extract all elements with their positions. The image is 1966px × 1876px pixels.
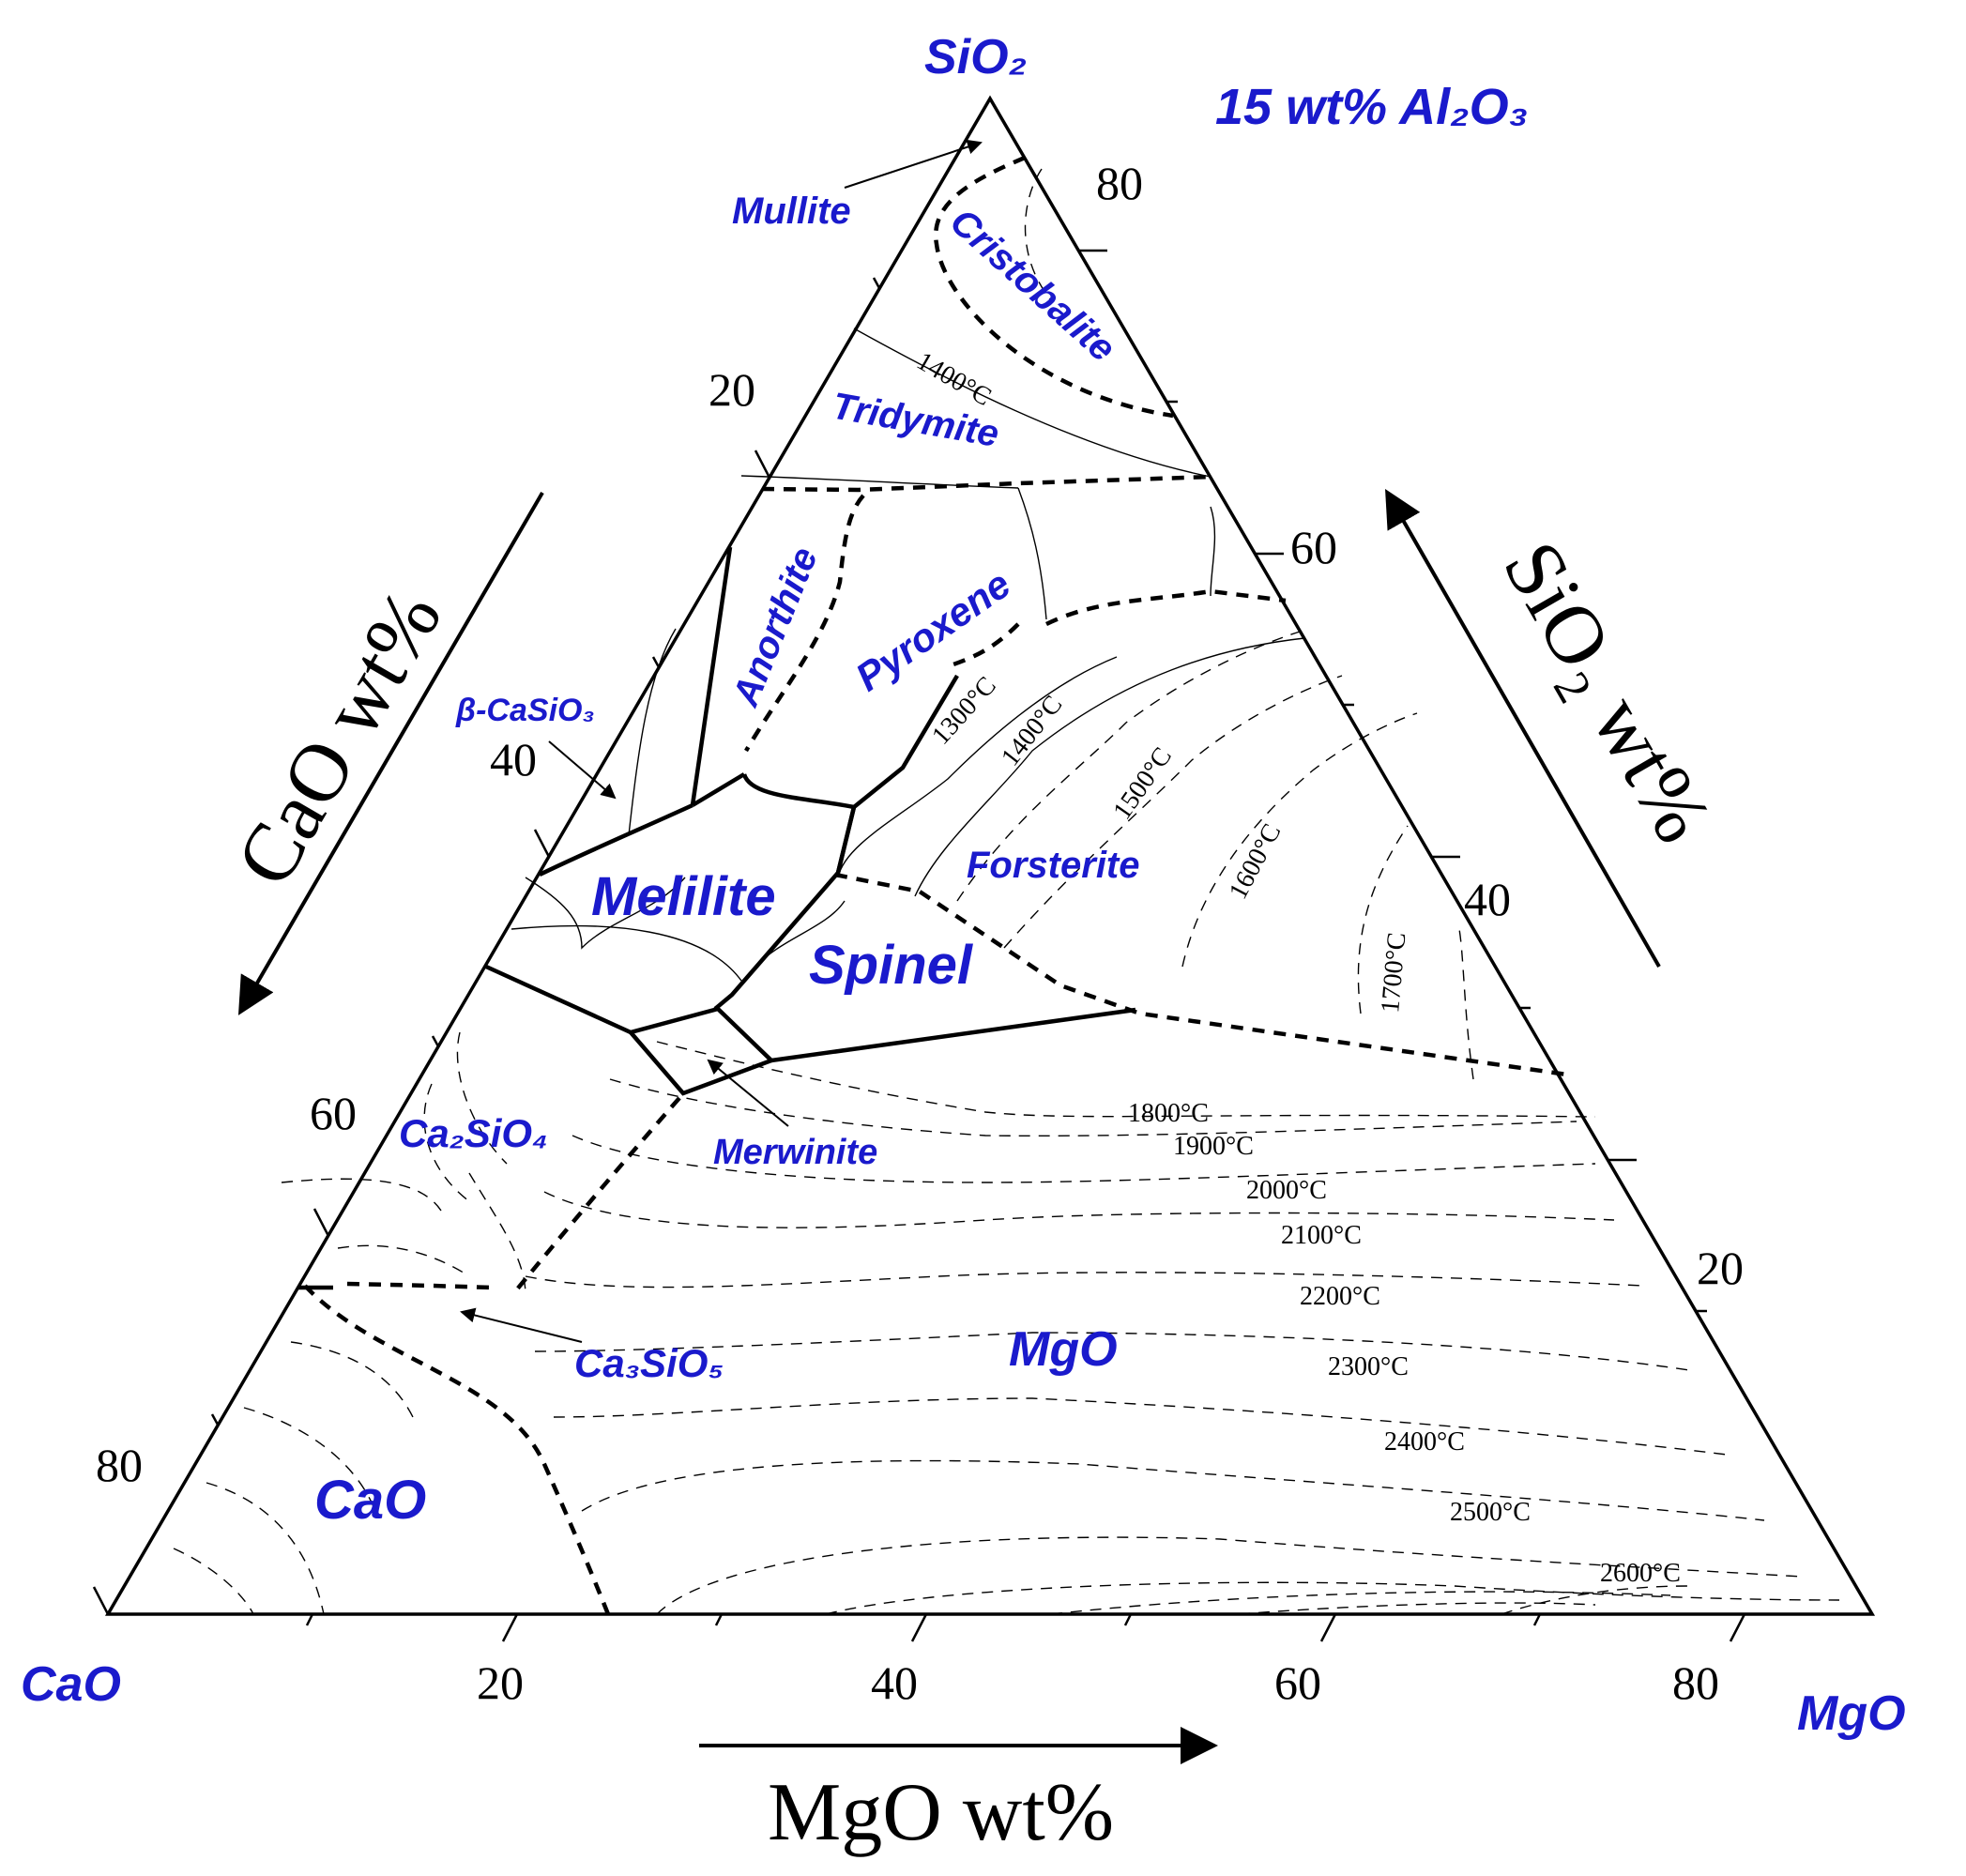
mgo-tick-60: 60 bbox=[1274, 1656, 1321, 1709]
isotherm-label-2600: 2600°C bbox=[1600, 1559, 1681, 1588]
phase-label-cristobalite: Cristobalite bbox=[942, 201, 1123, 370]
isotherm-label-2200: 2200°C bbox=[1300, 1282, 1380, 1311]
isotherm-label-1800: 1800°C bbox=[1128, 1099, 1209, 1128]
isotherm-label-1900: 1900°C bbox=[1173, 1132, 1254, 1161]
phase-label-mullite: Mullite bbox=[732, 191, 851, 232]
vertex-cao: CaO bbox=[21, 1657, 121, 1712]
cao-axis-ticks bbox=[92, 277, 881, 1615]
cao-tick-80: 80 bbox=[96, 1439, 143, 1491]
mgo-axis-ticks bbox=[305, 1613, 1746, 1642]
phase-label-ca3sio5: Ca₃SiO₅ bbox=[574, 1341, 724, 1385]
vertex-sio2: SiO₂ bbox=[924, 30, 1027, 84]
mgo-tick-20: 20 bbox=[477, 1656, 524, 1709]
phase-label-ca2sio4: Ca₂SiO₄ bbox=[399, 1111, 548, 1155]
vertex-mgo: MgO bbox=[1797, 1686, 1906, 1741]
cao-axis-title: CaO wt% bbox=[219, 575, 459, 901]
phase-label-forsterite: Forsterite bbox=[967, 845, 1140, 886]
boundary-thin bbox=[511, 328, 1305, 982]
isotherm-label-1500: 1500°C bbox=[1107, 742, 1178, 825]
mgo-tick-40: 40 bbox=[871, 1656, 918, 1709]
cao-tick-40: 40 bbox=[490, 733, 537, 785]
cao-axis-arrow bbox=[237, 491, 544, 1015]
isotherm-label-2300: 2300°C bbox=[1328, 1352, 1409, 1381]
isotherm-label-2500: 2500°C bbox=[1450, 1498, 1531, 1527]
phase-label-pyroxene: Pyroxene bbox=[847, 561, 1018, 699]
phase-label-merwinite: Merwinite bbox=[713, 1133, 877, 1172]
boundary-solid-bold bbox=[298, 546, 1136, 1290]
phase-label-melilite: Melilite bbox=[591, 866, 776, 927]
isotherm-dashed bbox=[173, 168, 1840, 1615]
isotherm-label-2000: 2000°C bbox=[1246, 1176, 1327, 1205]
phase-label-anorthite: Anorthite bbox=[724, 541, 826, 712]
sio2-tick-80: 80 bbox=[1096, 157, 1143, 209]
sio2-tick-40: 40 bbox=[1464, 873, 1511, 925]
isotherm-label-1700: 1700°C bbox=[1376, 931, 1411, 1014]
sio2-axis-title: SiO₂ wt% bbox=[1486, 527, 1729, 858]
phase-label-mgo: MgO bbox=[1009, 1322, 1118, 1377]
phase-label-beta-casio3: β-CaSiO₃ bbox=[455, 693, 595, 728]
sio2-tick-60: 60 bbox=[1290, 521, 1337, 573]
boundary-dashed-bold bbox=[303, 155, 1568, 1615]
isotherm-label-2400: 2400°C bbox=[1384, 1427, 1465, 1457]
ca3sio5-leader bbox=[460, 1307, 583, 1343]
isotherm-label-1600: 1600°C bbox=[1224, 819, 1288, 904]
mullite-leader bbox=[844, 139, 983, 189]
beta-casio3-leader bbox=[548, 740, 617, 800]
mgo-axis-title: MgO wt% bbox=[768, 1767, 1114, 1858]
phase-label-cao: CaO bbox=[314, 1470, 426, 1531]
cao-tick-60: 60 bbox=[310, 1087, 357, 1139]
isotherm-label-2100: 2100°C bbox=[1281, 1221, 1362, 1250]
merwinite-leader bbox=[707, 1059, 789, 1127]
sio2-tick-20: 20 bbox=[1697, 1242, 1744, 1294]
phase-label-spinel: Spinel bbox=[809, 935, 974, 996]
sio2-axis-ticks bbox=[1078, 249, 1707, 1313]
mgo-tick-80: 80 bbox=[1672, 1656, 1719, 1709]
title-note: 15 wt% Al₂O₃ bbox=[1215, 79, 1529, 135]
cao-tick-20: 20 bbox=[709, 363, 755, 416]
sio2-axis-arrow bbox=[1385, 489, 1661, 968]
